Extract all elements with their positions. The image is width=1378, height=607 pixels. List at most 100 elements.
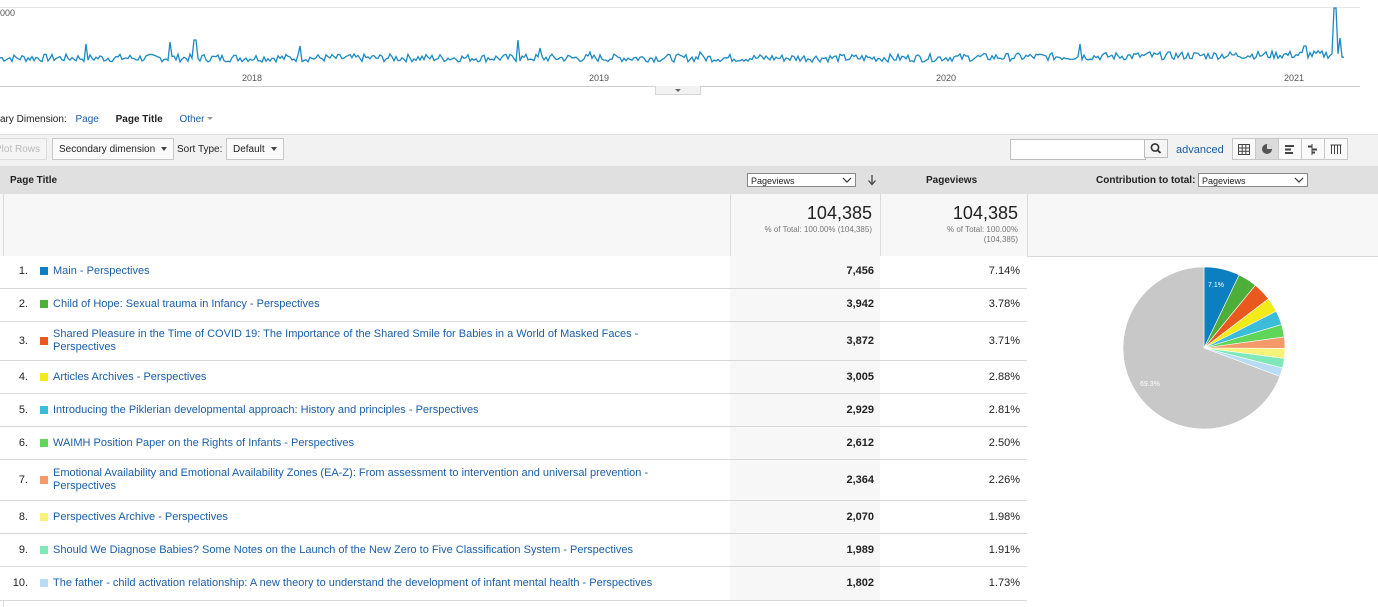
row-pageviews-cell: 3,872 [730,322,880,360]
advanced-filter-link[interactable]: advanced [1176,144,1224,156]
row-page-title-link[interactable]: Child of Hope: Sexual trauma in Infancy … [53,298,320,310]
pageviews-column-header[interactable]: Pageviews [926,175,978,186]
table-row: 8. Perspectives Archive - Perspectives 2… [0,501,1027,534]
chevron-down-icon [842,177,852,183]
total-contribution: 104,385 [952,203,1018,223]
primary-dimension-bar: ary Dimension: Page Page Title Other [0,114,214,125]
row-rank: 6. [18,437,28,449]
total-contribution-sub: % of Total: 100.00% [946,225,1018,234]
row-color-swatch [40,546,48,554]
row-rank: 1. [18,265,28,277]
row-rank: 5. [18,404,28,416]
performance-view-button[interactable] [1278,138,1302,160]
table-view-button[interactable] [1232,138,1256,160]
timeline-line [0,7,1345,64]
row-pageviews-cell: 3,005 [730,361,880,393]
search-button[interactable] [1144,139,1168,158]
total-pageviews: 104,385 [806,203,872,223]
metric-select[interactable]: Pageviews [747,173,856,187]
row-pageviews: 2,070 [846,511,874,523]
table-row: 1. Main - Perspectives 7,456 7.14% [0,256,1027,289]
row-rank: 4. [18,371,28,383]
chevron-down-icon [207,117,214,120]
chevron-down-icon [1294,177,1304,183]
pie-view-button[interactable] [1255,138,1279,160]
dimension-option-other[interactable]: Other [179,114,214,125]
table-search-input[interactable] [1010,139,1146,160]
plot-rows-button[interactable]: Plot Rows [0,138,47,160]
comparison-view-button[interactable] [1301,138,1325,160]
table-toolbar: Plot Rows Secondary dimension Sort Type:… [0,134,1378,167]
contribution-label: Contribution to total: [1096,175,1196,186]
row-color-swatch [40,439,48,447]
row-page-title-link[interactable]: Shared Pleasure in the Time of COVID 19:… [53,328,639,353]
row-page-title-link[interactable]: The father - child activation relationsh… [53,577,653,589]
row-contribution: 3.78% [988,298,1020,310]
secondary-dimension-button[interactable]: Secondary dimension [52,138,175,160]
table-row: 9. Should We Diagnose Babies? Some Notes… [0,534,1027,567]
pivot-view-button[interactable] [1324,138,1348,160]
row-pageviews-cell: 2,070 [730,501,880,533]
table-row: 2. Child of Hope: Sexual trauma in Infan… [0,289,1027,322]
column-divider [730,194,731,256]
row-page-title-link[interactable]: Introducing the Piklerian developmental … [53,404,479,416]
row-color-swatch [40,267,48,275]
row-pageviews-cell: 7,456 [730,256,880,288]
row-page-title-link[interactable]: Main - Perspectives [53,265,150,277]
dimension-option-page[interactable]: Page [75,114,99,125]
table-row: 3. Shared Pleasure in the Time of COVID … [0,322,1027,361]
row-pageviews-cell: 2,612 [730,427,880,459]
row-pageviews-cell: 1,802 [730,567,880,600]
y-axis-label: 000 [0,8,16,18]
performance-view-icon [1285,144,1294,154]
row-pageviews: 7,456 [846,265,874,277]
row-page-title-link[interactable]: Emotional Availability and Emotional Ava… [53,467,649,492]
row-color-swatch [40,373,48,381]
column-divider [880,194,881,256]
pie-slice-label: 7.1% [1208,282,1224,289]
search-icon [1150,143,1162,154]
total-contribution-sub-count: (104,385) [983,235,1018,244]
year-label-2018: 2018 [242,73,263,83]
pie-slice-label: 69.3% [1140,381,1160,388]
total-pageviews-sub: % of Total: 100.00% (104,385) [764,225,872,234]
row-contribution: 1.73% [988,577,1020,589]
row-color-swatch [40,300,48,308]
dimension-option-other-label: Other [179,114,205,125]
dimension-option-page-title[interactable]: Page Title [115,114,163,125]
pie-view-icon [1262,144,1272,154]
row-color-swatch [40,337,48,345]
page-title-column-header[interactable]: Page Title [10,175,58,186]
row-page-title-link[interactable]: Perspectives Archive - Perspectives [53,511,228,523]
totals-row: 104,385 % of Total: 100.00% (104,385) 10… [0,194,1378,257]
row-contribution: 1.91% [988,544,1020,556]
table-row: 7. Emotional Availability and Emotional … [0,460,1027,501]
pivot-view-icon [1330,144,1342,154]
row-pageviews: 3,942 [846,298,874,310]
sort-descending-arrow-icon[interactable] [867,174,877,186]
column-divider [1027,194,1028,256]
row-pageviews-cell: 2,929 [730,394,880,426]
sort-type-dropdown[interactable]: Default [226,138,284,160]
row-rank: 2. [18,298,28,310]
collapse-chart-button[interactable] [655,86,701,95]
year-label-2019: 2019 [589,73,610,83]
row-rank: 9. [18,544,28,556]
table-view-icon [1238,143,1250,155]
row-rank: 8. [18,511,28,523]
contribution-select[interactable]: Pageviews [1198,173,1308,187]
table-row: 10. The father - child activation relati… [0,567,1027,601]
row-page-title-link[interactable]: WAIMH Position Paper on the Rights of In… [53,437,355,449]
row-page-title-link[interactable]: Articles Archives - Perspectives [53,371,207,383]
row-color-swatch [40,579,48,587]
contribution-select-value: Pageviews [1202,176,1246,186]
row-pageviews: 3,005 [846,371,874,383]
row-color-swatch [40,513,48,521]
chart-top-line [0,7,1360,8]
row-contribution: 2.88% [988,371,1020,383]
row-page-title-link[interactable]: Should We Diagnose Babies? Some Notes on… [53,544,634,556]
row-contribution: 7.14% [988,265,1020,277]
primary-dimension-label: ary Dimension: [0,114,67,125]
row-color-swatch [40,406,48,414]
secondary-dimension-label: Secondary dimension [59,144,156,155]
